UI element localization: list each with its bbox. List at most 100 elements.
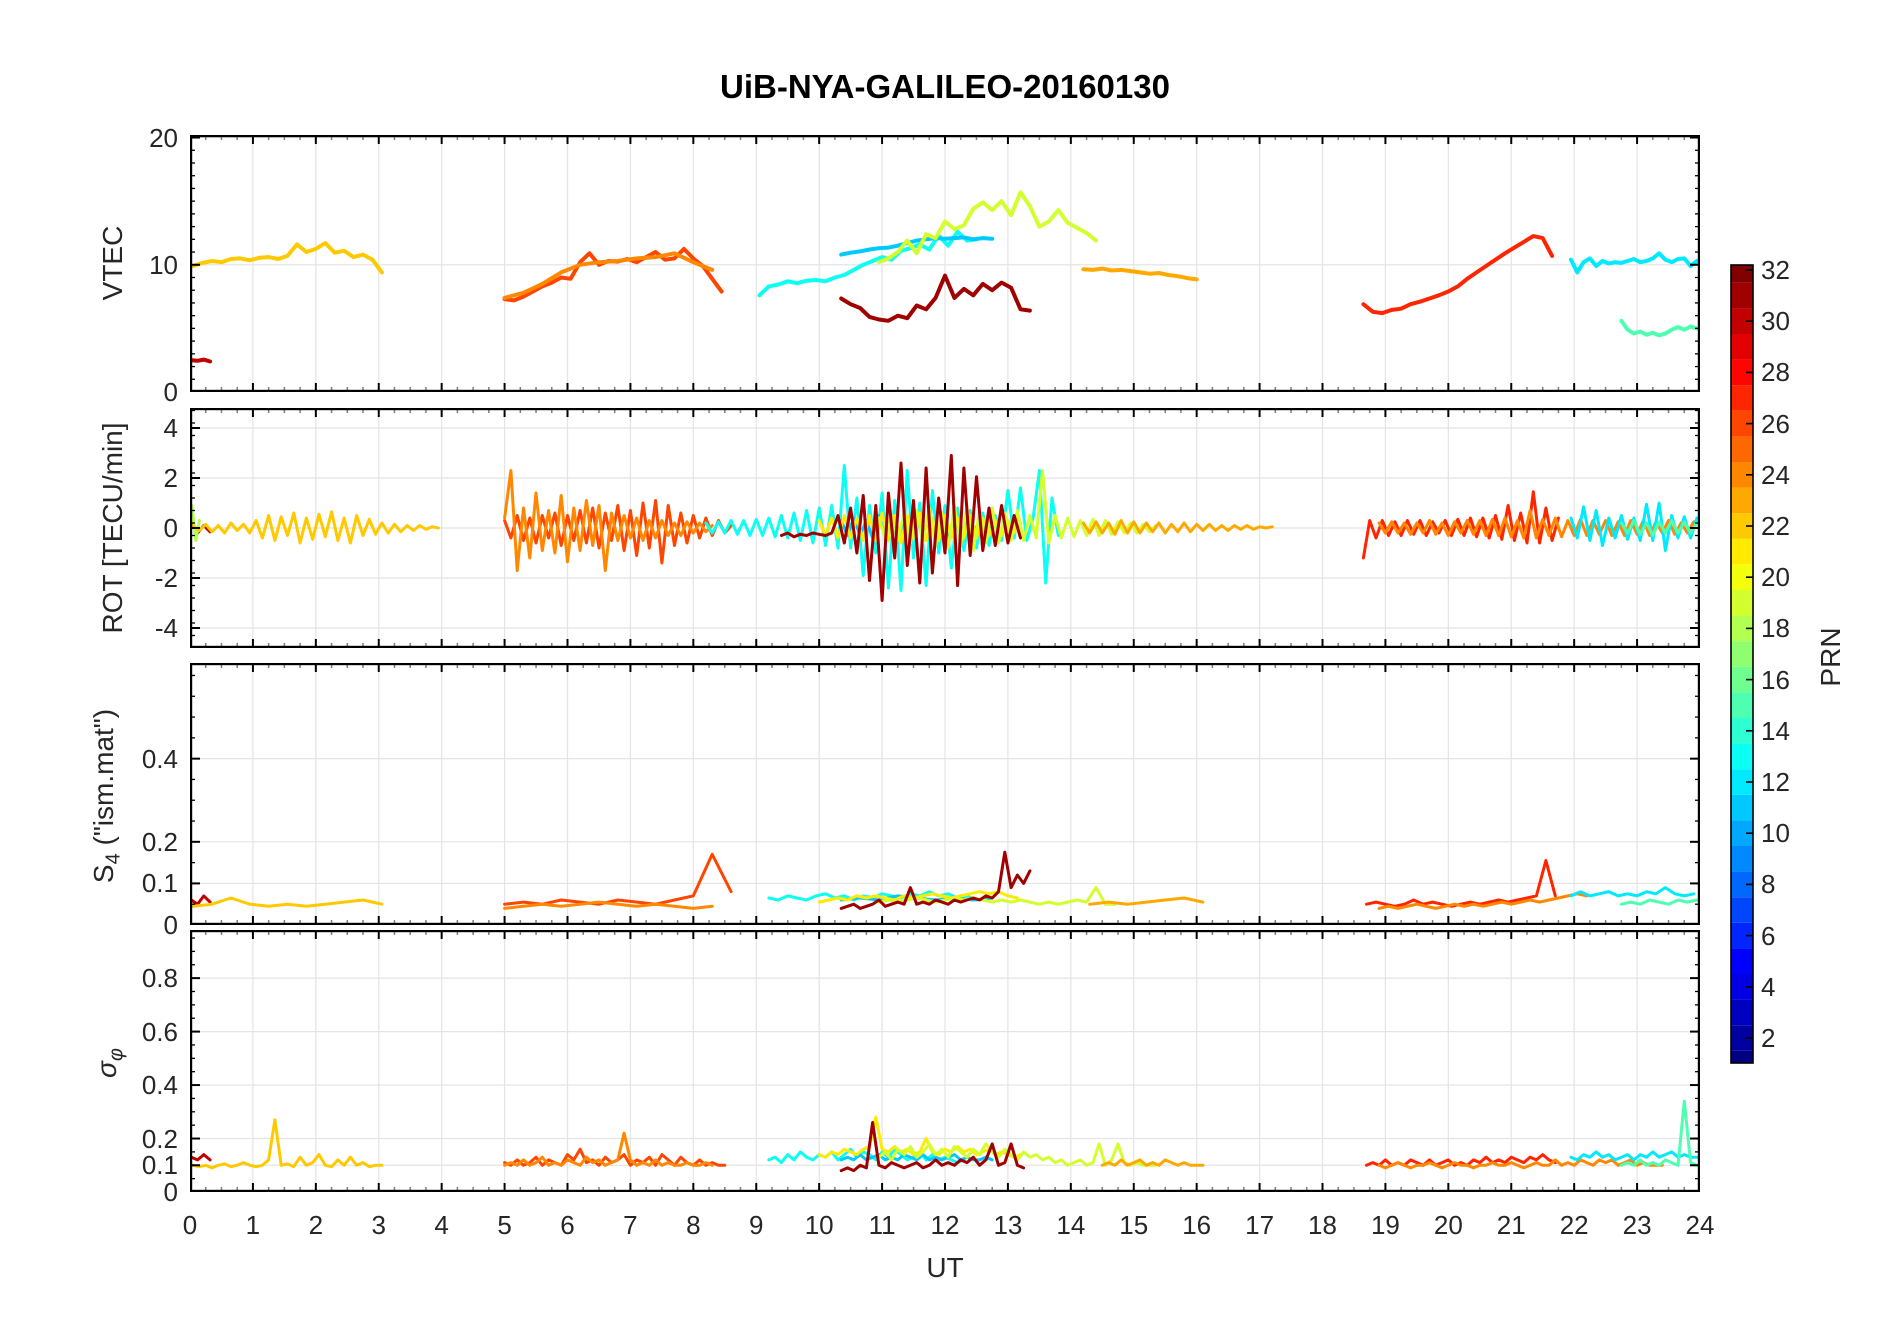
trace-pass-prn24-morning-vtec <box>502 251 715 300</box>
rot-ytick-label: 4 <box>163 413 178 443</box>
x-tick-label: 8 <box>686 1210 701 1240</box>
trace-pass-prn12-night-sigma <box>1569 1150 1699 1162</box>
x-tick-label: 16 <box>1182 1210 1212 1240</box>
vtec-ytick-label: 20 <box>149 122 178 153</box>
vtec-ytick-label: 10 <box>149 249 178 280</box>
x-tick-label: 18 <box>1308 1210 1337 1240</box>
prn-colorbar <box>1730 264 1754 1064</box>
trace-pass-prn24-morning-sigma <box>503 1131 714 1167</box>
trace-pass-prn27-evening-rot <box>1361 490 1560 560</box>
x-tick-label: 14 <box>1056 1210 1086 1240</box>
trace-pass-prn12-night-s4 <box>1569 886 1696 898</box>
trace-pass-prn12-night-vtec <box>1569 251 1699 275</box>
trace-pass-prn11-midday-vtec <box>839 235 995 257</box>
colorbar-tick-label: 20 <box>1761 562 1790 593</box>
trace-pass-prn30-early-vtec <box>190 357 213 364</box>
colorbar-tick-label: 22 <box>1761 511 1790 541</box>
trace-pass-prn15-night-vtec <box>1619 318 1699 338</box>
sigma-ytick-label: 0 <box>163 1177 178 1207</box>
rot-ytick-label: -4 <box>154 613 178 643</box>
trace-pass-prn22-morning-rot <box>191 510 440 545</box>
rot-ytick-label: -2 <box>154 563 178 593</box>
vtec-ytick-label: 0 <box>163 377 178 407</box>
x-tick-label: 15 <box>1119 1210 1149 1240</box>
trace-pass-prn24-evening-s4 <box>1377 892 1589 910</box>
trace-pass-prn31-midday-vtec <box>839 273 1032 323</box>
colorbar-tick-label: 4 <box>1761 971 1776 1002</box>
trace-pass-prn23-afternoon-rot <box>1081 519 1274 536</box>
x-tick-label: 1 <box>245 1210 261 1240</box>
colorbar-tick-label: 30 <box>1761 306 1790 337</box>
colorbar-tick-label: 8 <box>1761 869 1776 900</box>
trace-pass-prn23-afternoon-sigma <box>1100 1158 1205 1167</box>
colorbar-tick-label: 26 <box>1761 408 1790 439</box>
x-tick-label: 3 <box>371 1210 386 1240</box>
figure-title: UiB-NYA-GALILEO-20160130 <box>720 68 1170 105</box>
trace-pass-prn26-morning-rot <box>503 499 733 565</box>
colorbar-tick-label: 6 <box>1761 920 1776 951</box>
colorbar-tick-label: 14 <box>1761 715 1790 746</box>
x-tick-label: 7 <box>623 1210 638 1240</box>
sigma-panel <box>190 930 1700 1192</box>
colorbar-tick-label: 32 <box>1761 255 1790 285</box>
trace-pass-prn15-night-sigma <box>1619 1099 1699 1167</box>
trace-pass-prn15-night-rot <box>1619 519 1699 537</box>
sigma-label-sub: φ <box>105 1048 128 1062</box>
trace-pass-prn21-midday-sigma <box>817 1115 1022 1159</box>
s4-ytick-label: 0.1 <box>141 868 178 899</box>
trace-pass-prn15-night-s4 <box>1619 898 1699 906</box>
x-tick-label: 4 <box>434 1210 449 1240</box>
trace-pass-prn30-early-s4 <box>190 894 212 906</box>
x-tick-label: 2 <box>308 1210 324 1240</box>
s4-ytick-label: 0.4 <box>141 743 178 774</box>
trace-pass-prn31-midday-rot <box>779 454 1022 602</box>
trace-pass-prn19-midday-s4 <box>877 886 1117 906</box>
x-tick-label: 22 <box>1559 1210 1589 1240</box>
sigma-ytick-label: 0.2 <box>141 1123 178 1154</box>
colorbar-tick-label: 12 <box>1761 767 1790 797</box>
trace-pass-prn31-midday-s4 <box>839 850 1032 910</box>
x-tick-label: 21 <box>1496 1210 1526 1240</box>
x-tick-label: 0 <box>182 1210 198 1240</box>
trace-pass-prn31-midday-sigma <box>839 1121 1026 1173</box>
colorbar-tick-label: 10 <box>1761 818 1790 849</box>
trace-pass-prn24-evening-sigma <box>1377 1158 1664 1170</box>
x-tick-label: 11 <box>868 1210 896 1240</box>
x-tick-label: 9 <box>749 1210 764 1240</box>
rot-ytick-label: 2 <box>163 463 178 493</box>
s4-label-sub: 4 <box>102 853 125 865</box>
trace-pass-prn24-evening-rot <box>1377 509 1696 540</box>
trace-pass-prn13-midday-vtec <box>757 229 979 298</box>
trace-pass-prn27-evening-vtec <box>1361 234 1555 316</box>
sigma-ytick-label: 0.4 <box>141 1070 178 1101</box>
trace-pass-prn22-morning-s4 <box>191 896 384 908</box>
s4-axis-label: S4 ("ism.mat") <box>88 646 125 946</box>
rot-ytick-label: 0 <box>163 513 178 543</box>
x-tick-label: 6 <box>560 1210 575 1240</box>
ut-axis-label: UT <box>926 1252 964 1283</box>
trace-pass-prn23-afternoon-vtec <box>1081 266 1199 282</box>
colorbar-tick-label: 28 <box>1761 357 1790 388</box>
colorbar-tick-label: 18 <box>1761 613 1790 644</box>
trace-pass-prn19-midday-vtec <box>876 190 1098 265</box>
x-tick-label: 24 <box>1685 1210 1715 1240</box>
trace-pass-prn19-midday-rot <box>877 469 1158 552</box>
x-tick-label: 20 <box>1433 1210 1463 1240</box>
sigma-ytick-label: 0.6 <box>141 1016 178 1047</box>
x-tick-label: 17 <box>1245 1210 1275 1240</box>
trace-pass-prn13-midday-sigma <box>767 1147 966 1165</box>
s4-ytick-label: 0 <box>163 910 178 940</box>
x-tick-label: 5 <box>497 1210 512 1240</box>
trace-pass-prn23-afternoon-s4 <box>1088 896 1205 906</box>
s4-ytick-label: 0.2 <box>141 826 178 857</box>
trace-pass-prn30-early-sigma <box>190 1153 212 1162</box>
trace-pass-prn22-morning-vtec <box>191 241 384 275</box>
vtec-panel <box>190 135 1700 392</box>
trace-pass-prn22-morning-sigma <box>191 1118 384 1170</box>
trace-pass-prn26-morning-vtec <box>502 246 724 303</box>
x-tick-label: 23 <box>1622 1210 1652 1240</box>
sigma-ytick-label: 0.1 <box>141 1150 178 1181</box>
trace-pass-prn24-morning-rot <box>503 469 714 572</box>
x-tick-label: 12 <box>930 1210 960 1240</box>
